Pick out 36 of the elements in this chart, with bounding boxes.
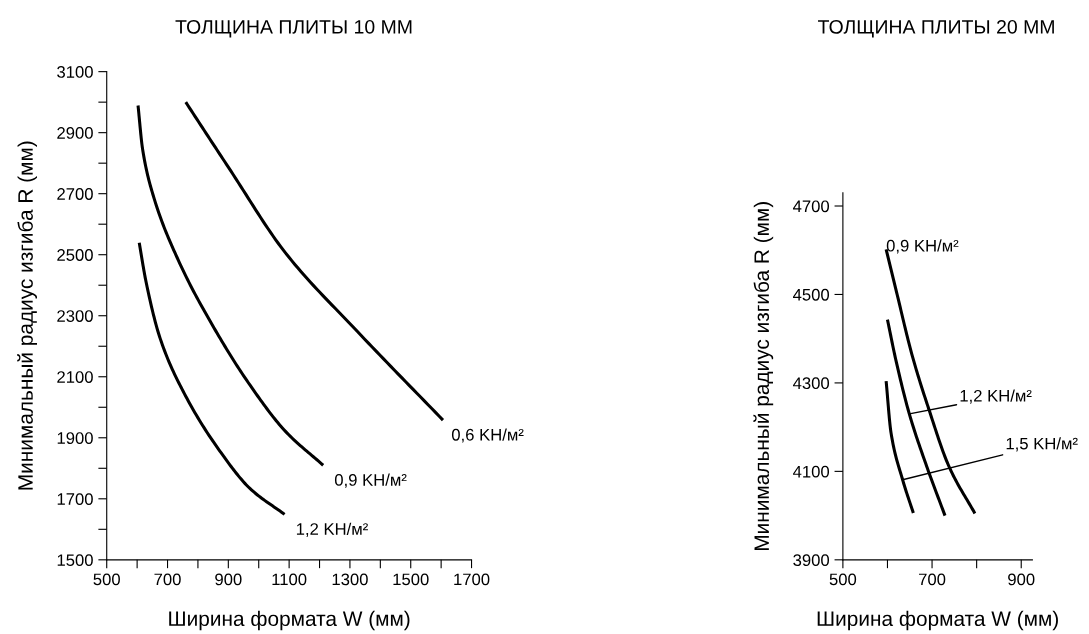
- series-label: 1,2 KH/м²: [296, 522, 368, 537]
- series-label: 0,6 KH/м²: [451, 428, 524, 443]
- x-tick-label: 500: [829, 573, 857, 586]
- x-tick-label: 1500: [393, 573, 429, 586]
- text: 1,2 KH/м²: [960, 389, 1032, 404]
- text: 1,5 KH/м²: [1006, 437, 1078, 452]
- x-tick-label: 900: [215, 573, 242, 586]
- y-tick-label: 4100: [793, 465, 830, 478]
- x-tick-label: 700: [154, 573, 181, 586]
- y-tick-label: 2300: [57, 310, 93, 322]
- x-tick-label: 1100: [272, 573, 307, 586]
- y-tick-label: 2500: [57, 249, 93, 261]
- x-axis-title: Ширина формата W (мм): [169, 610, 410, 631]
- chart-title: ТОЛЩИНА ПЛИТЫ 20 ММ: [818, 19, 1054, 38]
- series-label: 0,9 KH/м²: [886, 239, 959, 254]
- series-label: 0,9 KH/м²: [334, 473, 407, 488]
- y-tick-label: 3900: [793, 554, 830, 567]
- y-axis-title: Минимальный радиус изгиба R (мм): [17, 141, 38, 490]
- y-tick-label: 1700: [57, 493, 93, 505]
- x-tick-label: 700: [919, 573, 946, 586]
- y-tick-label: 1900: [57, 432, 93, 444]
- x-tick-label: 1300: [332, 573, 368, 586]
- y-tick-label: 2700: [57, 188, 93, 200]
- x-tick-label: 500: [93, 573, 120, 586]
- chart-title: ТОЛЩИНА ПЛИТЫ 10 ММ: [175, 19, 412, 38]
- y-tick-label: 3100: [57, 66, 93, 78]
- y-tick-label: 4700: [793, 200, 830, 213]
- y-axis-title: Минимальный радиус изгиба R (мм): [753, 202, 774, 551]
- x-tick-label: 900: [1008, 573, 1035, 586]
- y-tick-label: 1500: [57, 554, 93, 567]
- x-axis-title: Ширина формата W (мм): [817, 610, 1058, 631]
- y-tick-label: 2900: [57, 127, 93, 139]
- y-tick-label: 4300: [793, 377, 830, 390]
- x-tick-label: 1700: [454, 573, 490, 586]
- y-tick-label: 2100: [57, 371, 93, 383]
- y-tick-label: 4500: [793, 288, 830, 301]
